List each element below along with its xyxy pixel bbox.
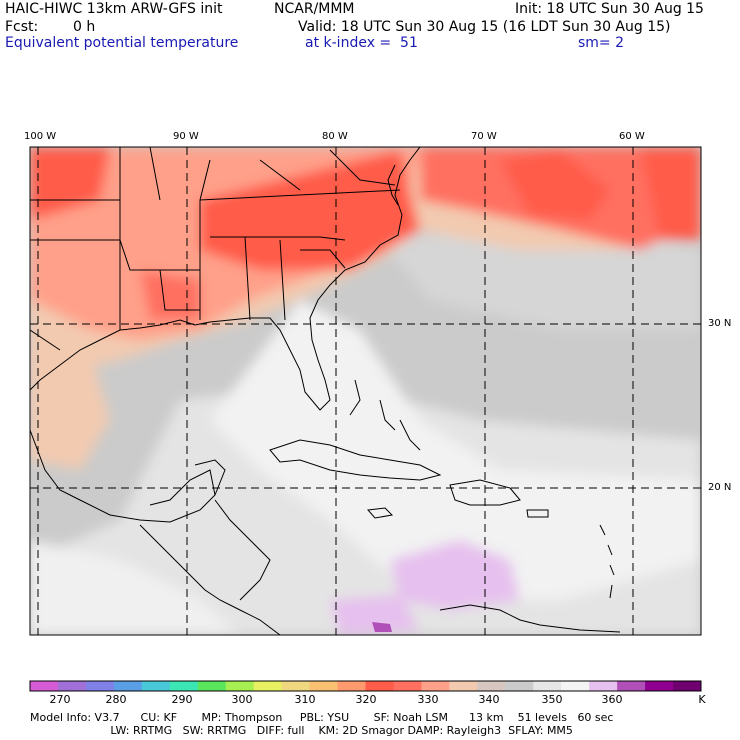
colorbar-swatch <box>169 681 199 691</box>
colorbar-label: 270 <box>49 693 71 706</box>
colorbar-label: 290 <box>171 693 193 706</box>
map-frame <box>29 146 702 636</box>
init-time: Init: 18 UTC Sun 30 Aug 15 <box>515 1 704 17</box>
colorbar-swatch <box>57 681 87 691</box>
org-label: NCAR/MMM <box>274 1 355 17</box>
lon-label-100w: 100 W <box>24 131 57 142</box>
colorbar-swatch <box>141 681 171 691</box>
colorbar-swatch <box>533 681 562 691</box>
colorbar-unit: K <box>698 693 706 706</box>
colorbar-swatch <box>253 681 283 691</box>
lon-label-70w: 70 W <box>471 131 497 142</box>
lon-label-90w: 90 W <box>173 131 199 142</box>
colorbar-label: 280 <box>105 693 127 706</box>
colorbar-swatch <box>85 681 115 691</box>
lon-label-60w: 60 W <box>619 131 645 142</box>
colorbar-label: 350 <box>541 693 563 706</box>
map-field <box>30 147 701 635</box>
colorbar-label: 310 <box>294 693 316 706</box>
model-info-line2: LW: RRTMG SW: RRTMG DIFF: full KM: 2D Sm… <box>30 724 573 737</box>
level-label: at k-index = 51 <box>305 35 418 51</box>
fcst-label: Fcst: <box>5 19 39 35</box>
colorbar-swatch <box>281 681 311 691</box>
colorbar-swatch <box>645 681 674 691</box>
valid-time: Valid: 18 UTC Sun 30 Aug 15 (16 LDT Sun … <box>298 19 671 35</box>
colorbar-swatch <box>505 681 534 691</box>
smooth-label: sm= 2 <box>578 35 625 51</box>
colorbar-swatch <box>30 681 59 691</box>
colorbar-swatch <box>617 681 646 691</box>
colorbar-swatch <box>309 681 339 691</box>
colorbar <box>29 680 702 692</box>
model-info-line1: Model Info: V3.7 CU: KF MP: Thompson PBL… <box>30 711 614 724</box>
colorbar-swatch <box>113 681 143 691</box>
colorbar-label: 300 <box>231 693 253 706</box>
colorbar-swatch <box>449 681 478 691</box>
colorbar-swatch <box>589 681 618 691</box>
field-name: Equivalent potential temperature <box>5 35 239 51</box>
graticule <box>30 147 701 635</box>
lon-label-80w: 80 W <box>322 131 348 142</box>
colorbar-swatch <box>673 681 702 691</box>
fcst-value: 0 h <box>73 19 96 35</box>
colorbar-swatch <box>225 681 255 691</box>
colorbar-swatch <box>197 681 227 691</box>
colorbar-frame <box>29 680 702 692</box>
lat-label-20n: 20 N <box>708 482 732 493</box>
colorbar-label: 320 <box>355 693 377 706</box>
lat-label-30n: 30 N <box>708 318 732 329</box>
colorbar-swatch <box>365 681 394 691</box>
model-title: HAIC-HIWC 13km ARW-GFS init <box>5 1 223 17</box>
colorbar-swatch <box>561 681 590 691</box>
colorbar-label: 340 <box>478 693 500 706</box>
coastlines <box>30 147 621 635</box>
colorbar-swatch <box>421 681 450 691</box>
colorbar-swatch <box>477 681 506 691</box>
colorbar-swatch <box>393 681 422 691</box>
colorbar-label: 360 <box>601 693 623 706</box>
colorbar-swatch <box>337 681 366 691</box>
colorbar-label: 330 <box>417 693 439 706</box>
